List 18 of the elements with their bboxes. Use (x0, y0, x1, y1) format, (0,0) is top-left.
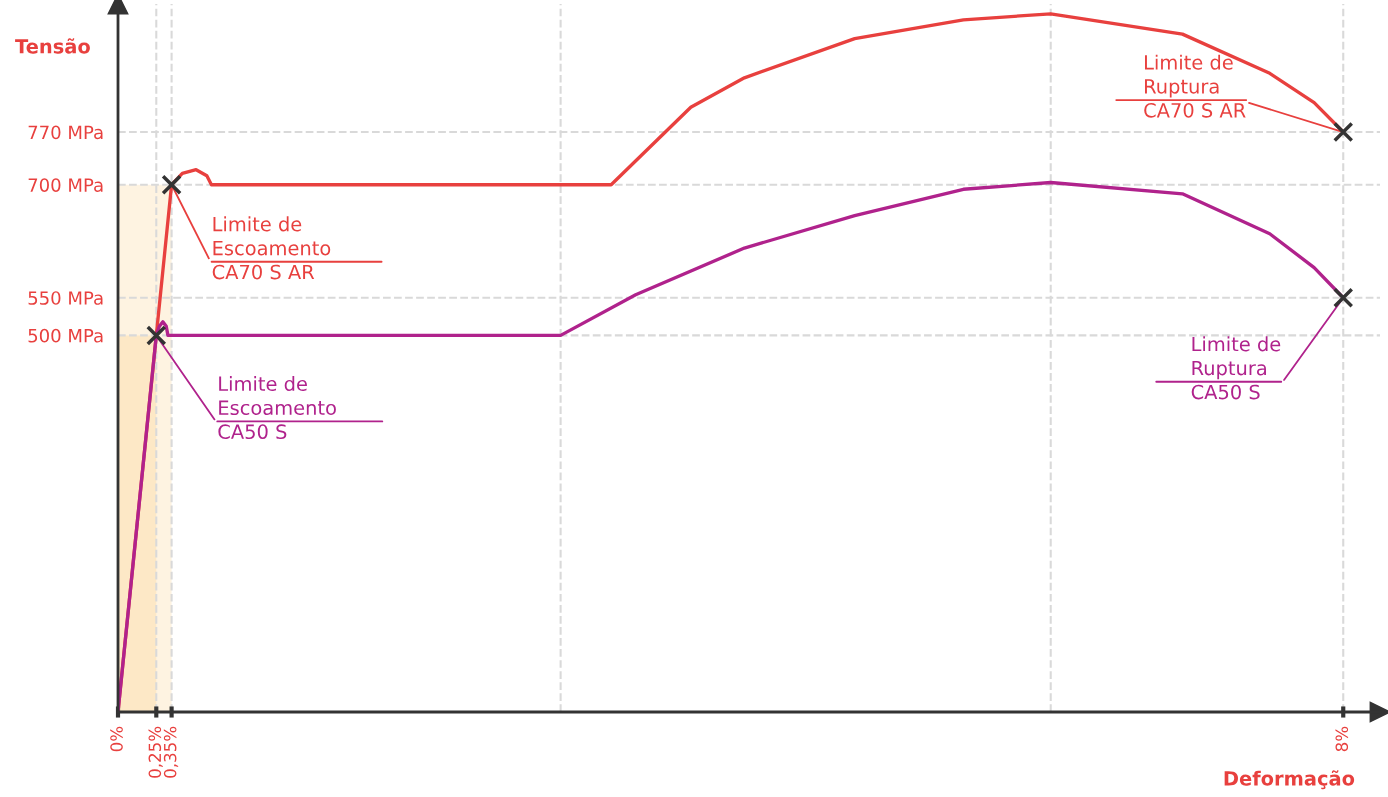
y-tick-label: 500 MPa (28, 328, 103, 343)
point (1333, 287, 1354, 308)
point (161, 174, 182, 196)
x-tick-label: 0% (110, 726, 123, 752)
x-axis-title: Deformação (1224, 770, 1355, 790)
y-tick-label: 770 MPa (28, 125, 103, 140)
x-tick-label: 8% (1335, 726, 1349, 752)
annotation: Limite de Ruptura CA70 S AR (1144, 54, 1246, 118)
y-axis-title: Tensão (15, 38, 90, 54)
point (146, 325, 167, 346)
annotation: Limite de Escoamento CA70 S AR (212, 216, 331, 280)
x-tick-label: 0,35% (163, 726, 179, 778)
annotation: Limite de Ruptura CA50 S (1191, 336, 1281, 400)
annotation: Limite de Escoamento CA50 S (218, 376, 336, 440)
x-tick-label: 0,25% (148, 726, 163, 778)
point (1333, 121, 1354, 143)
y-tick-label: 700 MPa (28, 178, 103, 192)
y-tick-label: 550 MPa (28, 291, 103, 305)
